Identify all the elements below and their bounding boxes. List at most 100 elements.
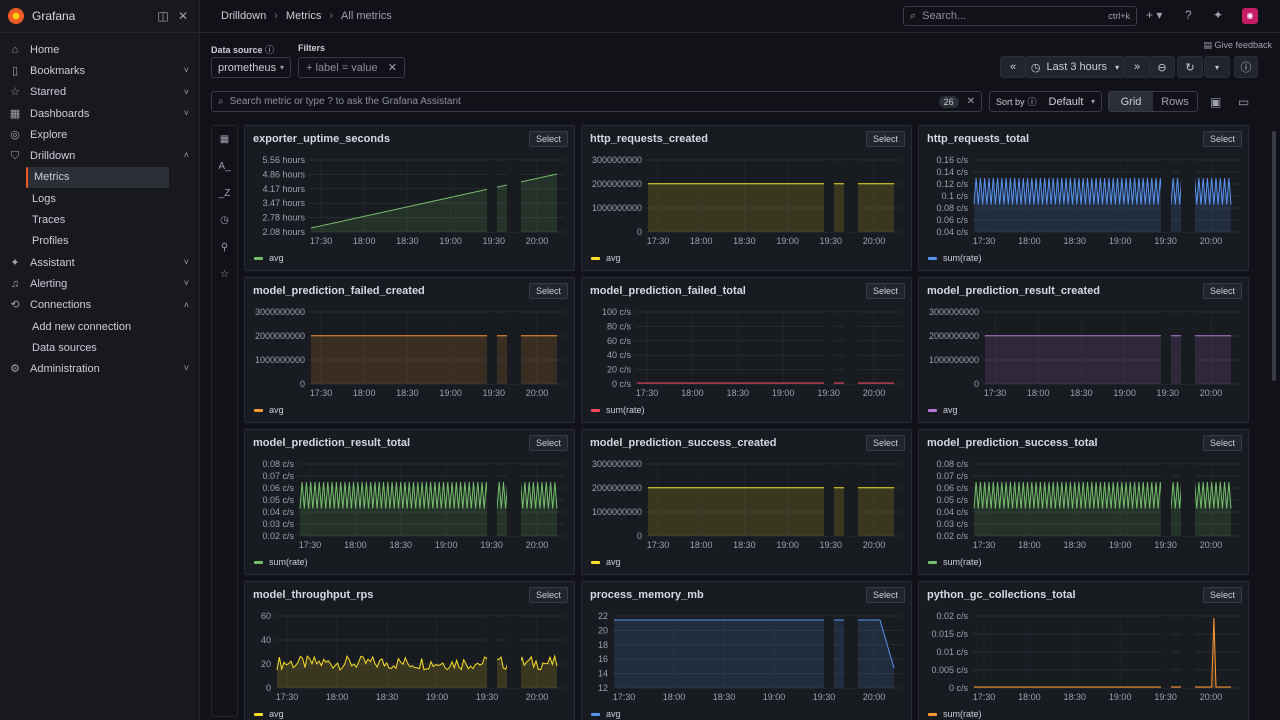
dock-menu-icon[interactable]: ◫ — [157, 9, 169, 23]
chevron-down-icon[interactable]: ˅ — [183, 65, 189, 76]
clear-search-icon[interactable]: ✕ — [966, 96, 975, 107]
legend[interactable]: sum(rate) — [928, 709, 982, 719]
recent-icon[interactable]: ◷ — [220, 215, 229, 226]
layout-grid-option[interactable]: Grid — [1109, 92, 1153, 111]
clear-filters-icon[interactable]: ✕ — [387, 62, 397, 74]
legend[interactable]: avg — [254, 709, 284, 719]
chevron-up-icon[interactable]: ˄ — [183, 150, 189, 161]
select-button[interactable]: Select — [865, 131, 905, 147]
y-tick-label: 0.06 c/s — [936, 483, 968, 493]
legend[interactable]: sum(rate) — [254, 557, 308, 567]
select-button[interactable]: Select — [528, 131, 568, 147]
x-tick-label: 19:00 — [435, 540, 458, 550]
legend[interactable]: avg — [254, 253, 284, 263]
sidebar-item-starred[interactable]: ☆ Starred ˅ — [0, 82, 199, 103]
x-tick-label: 19:00 — [426, 692, 449, 702]
close-icon[interactable]: ✕ — [177, 9, 189, 23]
refresh-button[interactable]: ↻ — [1177, 56, 1203, 78]
sidebar-item-drilldown[interactable]: ⛉ Drilldown ˄ — [0, 145, 199, 166]
grafana-logo-icon[interactable] — [8, 8, 24, 24]
select-button[interactable]: Select — [1202, 283, 1242, 299]
sidebar-subitem-traces[interactable]: Traces — [32, 214, 66, 227]
add-new-icon[interactable]: + ▾ — [1146, 8, 1163, 22]
legend[interactable]: avg — [254, 405, 284, 415]
refresh-interval-button[interactable]: ▾ — [1204, 56, 1230, 78]
datasource-select[interactable]: prometheus ▾ — [211, 57, 291, 78]
select-button[interactable]: Select — [528, 435, 568, 451]
sidebar-item-bookmarks[interactable]: ▯ Bookmarks ˅ — [0, 60, 199, 81]
metrics-grid-icon[interactable]: ▦ — [219, 134, 230, 145]
metric-panel: model_prediction_success_total Select 0.08… — [918, 429, 1249, 575]
select-button[interactable]: Select — [528, 587, 568, 603]
chevron-down-icon[interactable]: ˅ — [183, 86, 189, 97]
zoom-out-button[interactable]: ⊖ — [1149, 56, 1175, 78]
metric-search-input[interactable]: ⌕ Search metric or type ? to ask the Gra… — [211, 91, 982, 112]
avatar[interactable]: ◉ — [1242, 8, 1258, 24]
legend[interactable]: sum(rate) — [928, 557, 982, 567]
layout-rows-option[interactable]: Rows — [1161, 95, 1189, 108]
give-feedback-link[interactable]: ▤ Give feedback — [1203, 40, 1272, 50]
star-icon[interactable]: ☆ — [220, 269, 229, 280]
legend[interactable]: avg — [591, 709, 621, 719]
x-tick-label: 19:00 — [1109, 236, 1132, 246]
chevron-up-icon[interactable]: ˄ — [183, 299, 189, 310]
metric-panel: model_throughput_rps Select 60 40 20 0 17:30 18… — [244, 581, 575, 720]
sort-by-select[interactable]: Sort by ⓘ Default ▾ — [989, 91, 1102, 112]
prefix-filter-icon[interactable]: A_ — [218, 161, 231, 172]
sidebar-subitem-profiles[interactable]: Profiles — [32, 235, 69, 248]
chevron-down-icon: ▾ — [1214, 62, 1219, 72]
sidebar-subitem-logs[interactable]: Logs — [32, 192, 56, 205]
select-button[interactable]: Select — [865, 283, 905, 299]
legend[interactable]: sum(rate) — [591, 405, 645, 415]
sidebar-item-assistant[interactable]: ✦ Assistant ˅ — [0, 252, 199, 273]
folder-icon[interactable]: ▭ — [1238, 95, 1250, 109]
legend[interactable]: avg — [591, 557, 621, 567]
legend-label: sum(rate) — [943, 709, 982, 719]
select-button[interactable]: Select — [865, 587, 905, 603]
scrollbar[interactable] — [1272, 131, 1276, 381]
metric-panel: model_prediction_result_total Select 0.08 … — [244, 429, 575, 575]
suffix-filter-icon[interactable]: _Z — [218, 188, 231, 199]
help-icon[interactable]: ? — [1185, 8, 1192, 22]
sidebar-subitem-metrics[interactable]: Metrics — [26, 166, 169, 189]
chevron-down-icon[interactable]: ˅ — [183, 363, 189, 374]
select-button[interactable]: Select — [1202, 131, 1242, 147]
rules-icon[interactable]: ⚲ — [220, 242, 229, 253]
panel-title: process_memory_mb — [590, 589, 704, 601]
y-tick-label: 0.06 c/s — [262, 483, 294, 493]
sidebar-item-dashboards[interactable]: ▦ Dashboards ˅ — [0, 103, 199, 124]
metric-panel: exporter_uptime_seconds Select 5.56 hours 4… — [244, 125, 575, 271]
sidebar-subitem-add-new-connection[interactable]: Add new connection — [32, 320, 132, 333]
x-tick-label: 18:00 — [1027, 388, 1050, 398]
sidebar-item-connections[interactable]: ⟲ Connections ˄ — [0, 295, 199, 316]
x-tick-label: 17:30 — [276, 692, 299, 702]
time-back-button[interactable]: « — [1000, 56, 1026, 78]
select-button[interactable]: Select — [1202, 587, 1242, 603]
chevron-down-icon[interactable]: ˅ — [183, 256, 189, 267]
breadcrumb-drilldown[interactable]: Drilldown — [221, 10, 267, 22]
breadcrumb-all-metrics: All metrics — [341, 10, 392, 22]
chevron-down-icon[interactable]: ˅ — [183, 107, 189, 118]
breadcrumb-metrics[interactable]: Metrics — [285, 10, 322, 22]
data-gap — [1181, 616, 1195, 688]
time-forward-button[interactable]: » — [1124, 56, 1150, 78]
assistant-sparkle-icon[interactable]: ✦ — [1213, 8, 1224, 22]
save-icon[interactable]: ▣ — [1210, 95, 1222, 109]
select-button[interactable]: Select — [1202, 435, 1242, 451]
legend[interactable]: avg — [591, 253, 621, 263]
sidebar-subitem-data-sources[interactable]: Data sources — [32, 341, 97, 354]
sidebar-item-explore[interactable]: ◎ Explore — [0, 124, 199, 145]
select-button[interactable]: Select — [528, 283, 568, 299]
legend[interactable]: avg — [928, 405, 958, 415]
time-range-picker[interactable]: ◷ Last 3 hours ▾ — [1025, 56, 1125, 78]
legend[interactable]: sum(rate) — [928, 253, 982, 263]
chevron-down-icon[interactable]: ˅ — [183, 278, 189, 289]
global-search[interactable]: ⌕ Search... ctrl+k — [903, 6, 1137, 26]
sidebar-item-administration[interactable]: ⚙ Administration ˅ — [0, 358, 199, 379]
settings-button[interactable]: ⓘ — [1234, 56, 1258, 78]
sidebar-item-home[interactable]: ⌂ Home — [0, 39, 199, 60]
sidebar-item-alerting[interactable]: ♫ Alerting ˅ — [0, 273, 199, 294]
filters-input[interactable]: + label = value ✕ — [298, 57, 405, 78]
select-button[interactable]: Select — [865, 435, 905, 451]
legend-label: avg — [943, 405, 958, 415]
